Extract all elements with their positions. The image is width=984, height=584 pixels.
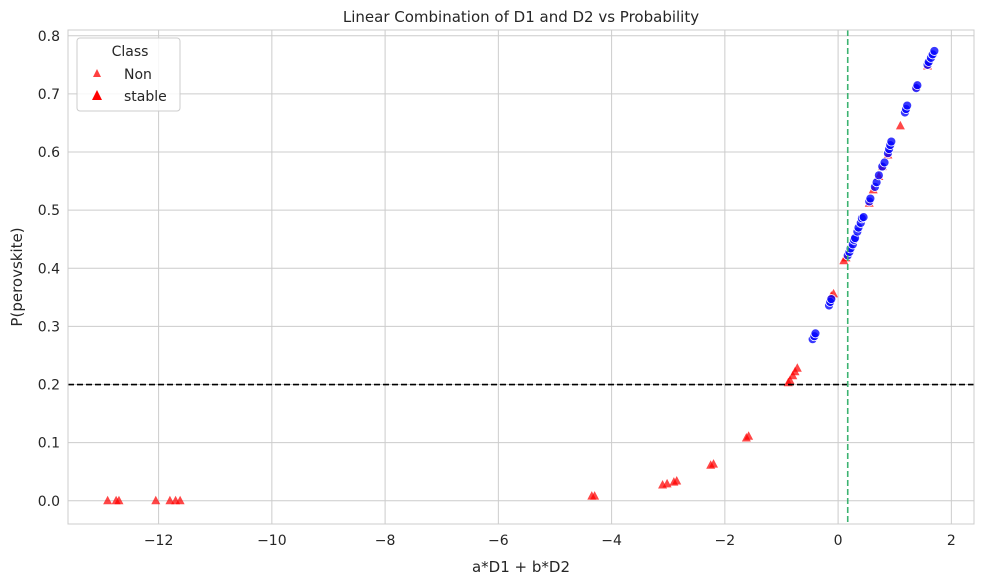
triangle-point — [785, 375, 795, 384]
tick-labels: −12 −10 −8 −6 −4 −2 0 2 0.0 0.1 0.2 0.3 0.4 0.5 0.6 0.7… — [38, 29, 956, 549]
triangle-point — [709, 459, 719, 468]
circle-point — [810, 328, 821, 339]
x-tick-label: 2 — [947, 533, 956, 549]
circle-point — [886, 136, 897, 147]
triangle-point — [165, 495, 175, 505]
triangle-point — [175, 495, 185, 505]
legend: Class Non stable — [76, 37, 181, 112]
data-points — [103, 46, 940, 505]
chart-title: Linear Combination of D1 and D2 vs Proba… — [343, 8, 699, 26]
y-tick-label: 0.8 — [38, 29, 60, 45]
x-tick-label: −12 — [144, 533, 174, 549]
x-axis-label: a*D1 + b*D2 — [472, 558, 570, 576]
circle-point — [902, 100, 913, 111]
circle-point — [858, 212, 869, 223]
legend-marker-stable — [92, 90, 102, 100]
y-tick-label: 0.3 — [38, 319, 60, 335]
legend-title: Class — [112, 44, 149, 60]
reference-lines — [68, 30, 974, 524]
circle-point — [826, 294, 837, 304]
x-tick-label: −8 — [375, 533, 396, 549]
circle-point — [929, 46, 940, 56]
x-tick-label: −4 — [601, 533, 622, 549]
x-tick-label: −10 — [257, 533, 287, 549]
legend-marker-non — [93, 69, 101, 77]
legend-label-stable: stable — [124, 89, 167, 105]
circle-point — [873, 170, 884, 181]
y-tick-label: 0.6 — [38, 145, 60, 161]
y-tick-label: 0.2 — [38, 378, 60, 394]
triangle-point — [744, 431, 754, 440]
triangle-point — [792, 363, 802, 372]
triangle-point — [895, 120, 905, 130]
y-tick-label: 0.5 — [38, 203, 60, 219]
triangle-point — [662, 478, 672, 488]
circle-point — [865, 193, 876, 204]
plot-frame — [67, 29, 975, 525]
legend-label-non: Non — [124, 67, 152, 83]
legend-box — [76, 37, 181, 112]
triangle-point — [672, 475, 682, 485]
triangle-point — [151, 495, 161, 505]
triangle-point — [114, 495, 124, 505]
x-tick-label: −6 — [488, 533, 509, 549]
triangle-point — [590, 491, 600, 500]
y-axis-label: P(perovskite) — [8, 227, 26, 326]
x-tick-label: 0 — [834, 533, 843, 549]
y-tick-label: 0.1 — [38, 436, 60, 452]
x-tick-label: −2 — [715, 533, 736, 549]
y-tick-label: 0.0 — [38, 494, 60, 510]
y-tick-label: 0.4 — [38, 261, 60, 277]
triangle-point — [103, 495, 113, 505]
circle-point — [912, 80, 923, 91]
circle-point — [879, 157, 890, 168]
y-tick-label: 0.7 — [38, 87, 60, 103]
